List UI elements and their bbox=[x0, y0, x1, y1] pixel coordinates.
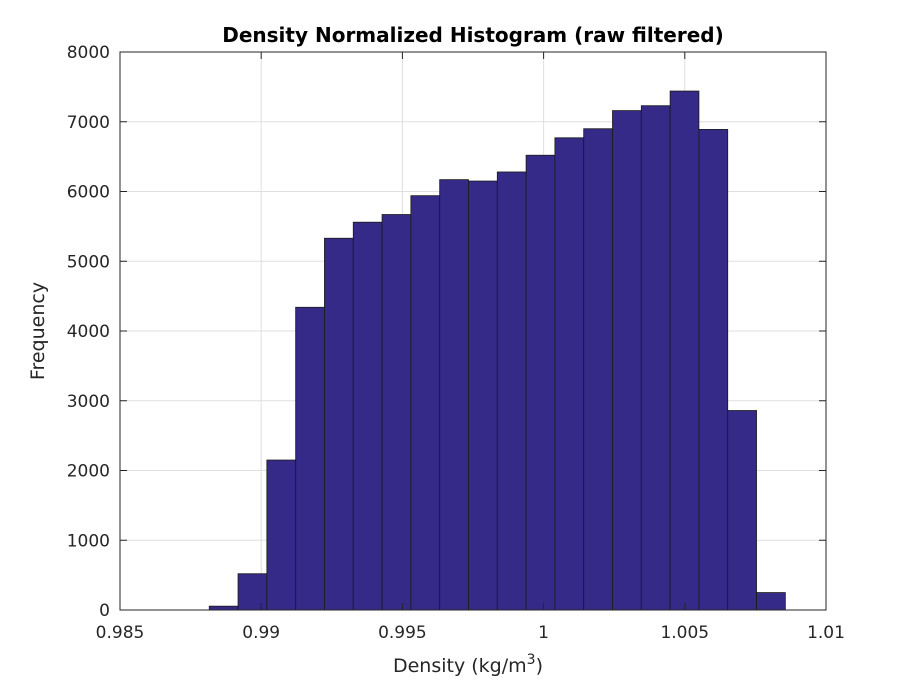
x-axis-label-suffix: ) bbox=[536, 655, 543, 677]
histogram-bar bbox=[410, 195, 441, 611]
histogram-bar bbox=[640, 105, 671, 611]
x-tick-label: 0.99 bbox=[242, 623, 280, 643]
x-tick-label: 0.995 bbox=[378, 623, 427, 643]
histogram-bar bbox=[352, 221, 383, 611]
histogram-bar bbox=[208, 605, 239, 611]
y-tick-label: 1000 bbox=[67, 531, 110, 551]
histogram-bar bbox=[669, 90, 700, 611]
histogram-bar bbox=[496, 171, 527, 611]
y-tick-label: 5000 bbox=[67, 252, 110, 272]
x-axis-label-superscript: 3 bbox=[527, 652, 536, 668]
histogram-bar bbox=[237, 573, 268, 611]
histogram-bar bbox=[554, 137, 585, 611]
x-tick-label: 1.005 bbox=[660, 623, 709, 643]
plot-area: 0.985 0.99 0.995 1 1.005 1.01 0 1000 2000 3000 40… bbox=[67, 43, 845, 643]
histogram-bar bbox=[612, 110, 642, 611]
x-tick-label: 1.01 bbox=[807, 623, 845, 643]
x-axis-label-main: Density (kg/m bbox=[393, 655, 527, 677]
histogram-bar bbox=[468, 180, 498, 611]
histogram-bar bbox=[698, 129, 729, 611]
histogram-bar bbox=[266, 459, 297, 611]
y-tick-label: 3000 bbox=[67, 392, 110, 412]
ticks bbox=[119, 51, 827, 611]
y-tick-labels: 0 1000 2000 3000 4000 5000 6000 7000 8000 bbox=[67, 43, 110, 621]
histogram-bar bbox=[727, 410, 757, 611]
histogram-bar bbox=[324, 237, 354, 611]
chart-title: Density Normalized Histogram (raw filter… bbox=[222, 23, 724, 47]
histogram-bar bbox=[756, 592, 786, 611]
histogram-bar bbox=[583, 128, 613, 611]
x-tick-labels: 0.985 0.99 0.995 1 1.005 1.01 bbox=[96, 623, 845, 643]
y-axis-label: Frequency bbox=[27, 282, 49, 380]
histogram-bar bbox=[381, 214, 412, 611]
y-tick-label: 6000 bbox=[67, 183, 110, 203]
y-tick-label: 0 bbox=[99, 601, 110, 621]
y-tick-label: 7000 bbox=[67, 113, 110, 133]
y-tick-label: 8000 bbox=[67, 43, 110, 63]
bars bbox=[208, 90, 786, 611]
y-tick-label: 4000 bbox=[67, 322, 110, 342]
x-tick-label: 0.985 bbox=[96, 623, 145, 643]
histogram-bar bbox=[525, 154, 556, 611]
histogram-bar bbox=[295, 306, 325, 611]
x-axis-label: Density (kg/m3) bbox=[393, 652, 543, 677]
x-tick-label: 1 bbox=[538, 623, 549, 643]
histogram-bar bbox=[439, 179, 469, 611]
y-tick-label: 2000 bbox=[67, 462, 110, 482]
